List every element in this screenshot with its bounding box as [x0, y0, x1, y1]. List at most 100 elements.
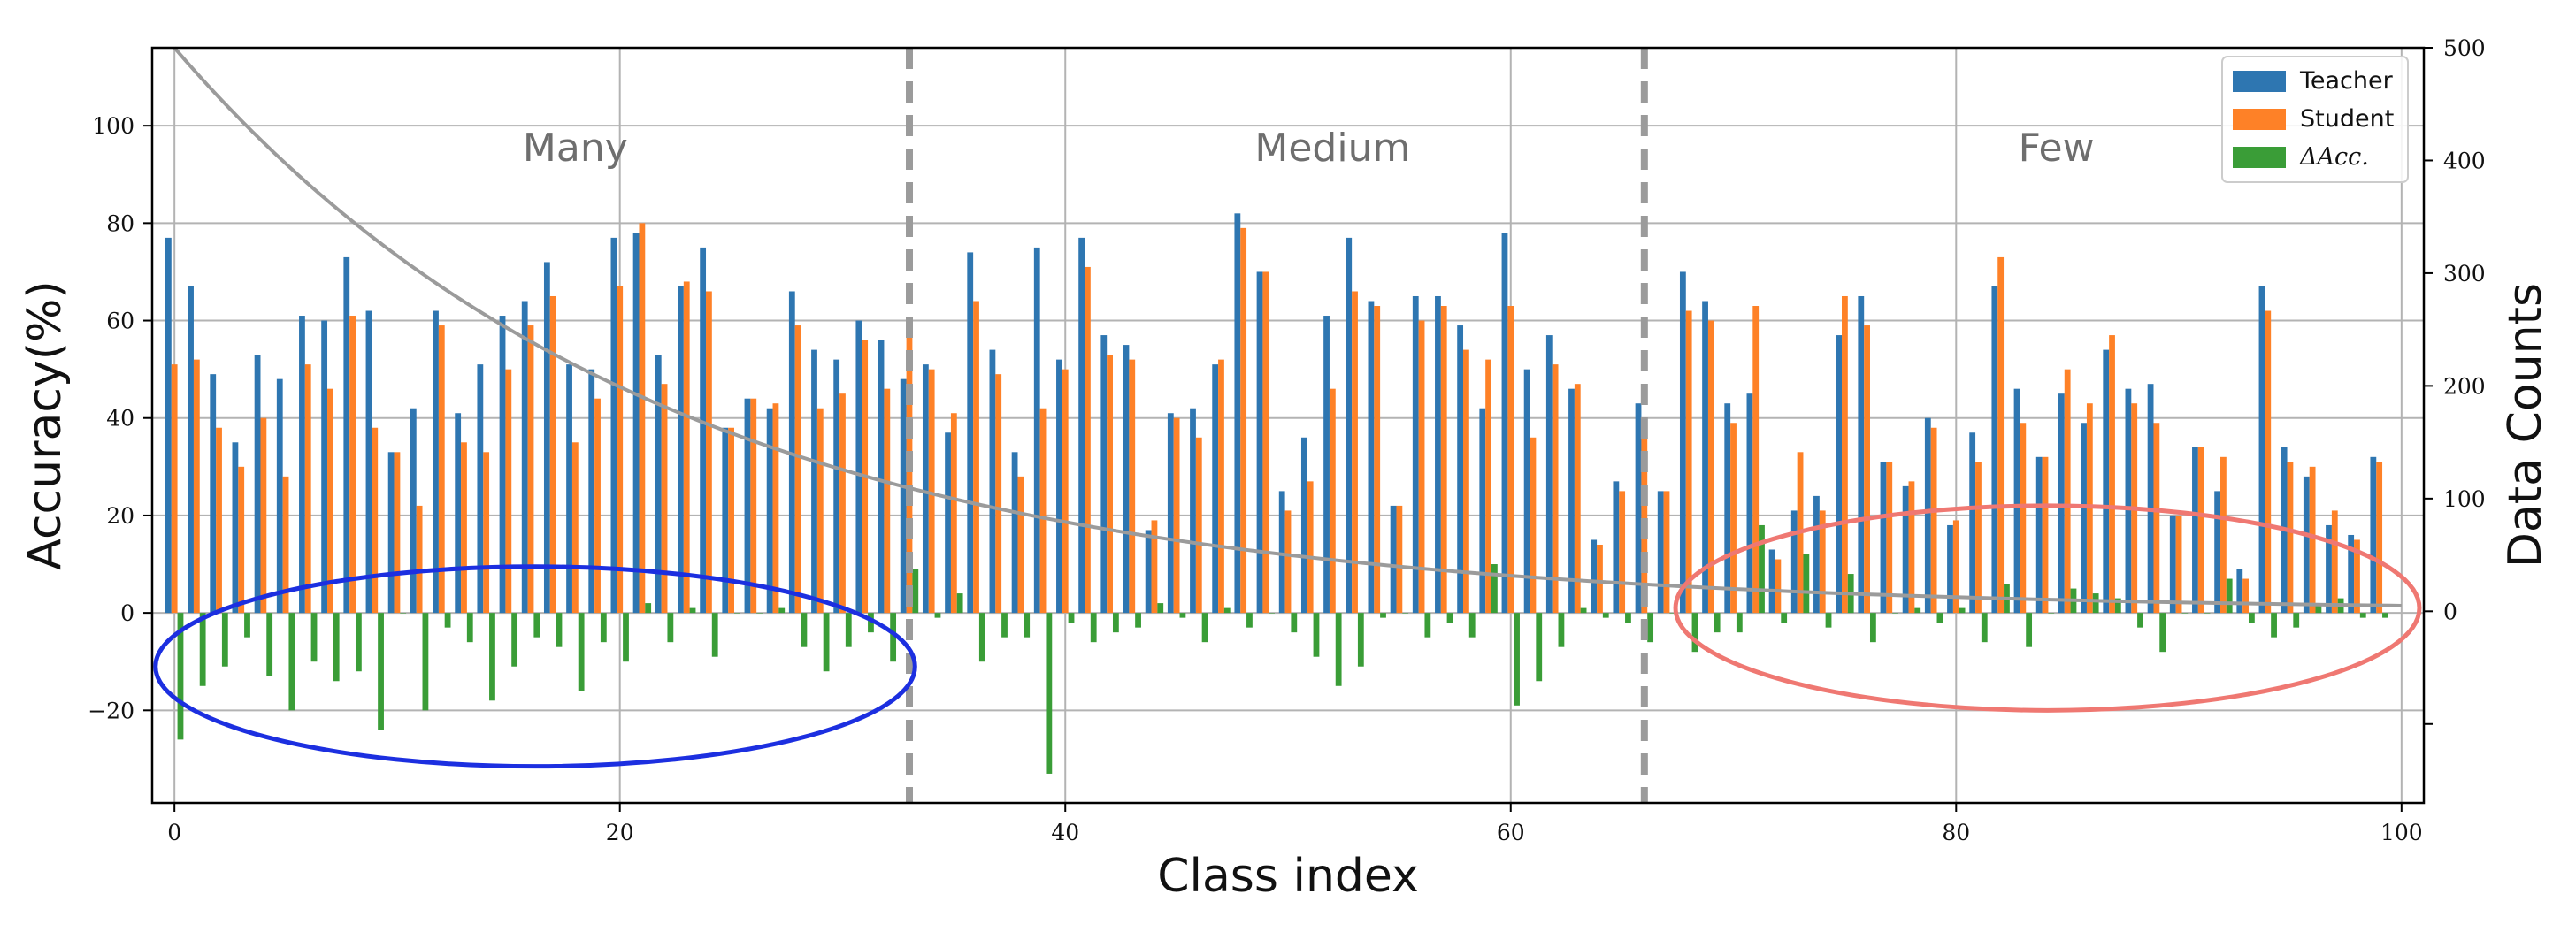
student-bar [527, 325, 534, 614]
teacher-bar [254, 355, 261, 614]
student-bar [438, 325, 445, 614]
delta-acc-bar [244, 613, 250, 638]
student-bar [571, 442, 579, 614]
teacher-bar [165, 237, 172, 614]
student-bar [1775, 559, 1782, 614]
delta-acc-bar [667, 613, 674, 643]
delta-acc-bar [2048, 613, 2055, 614]
delta-acc-bar [890, 613, 897, 662]
delta-acc-bar [1736, 613, 1743, 633]
delta-acc-bar [1514, 613, 1520, 706]
delta-acc-bar [1892, 613, 1898, 614]
teacher-bar [188, 286, 194, 614]
delta-acc-bar [934, 613, 941, 618]
teacher-bar [900, 378, 907, 614]
student-bar [1463, 349, 1469, 614]
teacher-bar [299, 316, 305, 614]
delta-acc-bar [2137, 613, 2143, 628]
delta-acc-bar [1558, 613, 1565, 647]
student-bar [1107, 355, 1113, 614]
teacher-bar [433, 310, 439, 614]
delta-acc-bar [2159, 613, 2166, 653]
teacher-bar [2326, 524, 2332, 614]
student-bar [1307, 481, 1314, 614]
teacher-bar [210, 374, 217, 614]
student-bar [2376, 462, 2383, 614]
delta-acc-bar [1625, 613, 1631, 623]
delta-acc-bar [2382, 613, 2388, 618]
teacher-bar [1679, 271, 1686, 614]
student-bar [661, 384, 668, 614]
teacher-bar [878, 340, 885, 614]
student-bar [594, 398, 601, 614]
student-bar [728, 427, 734, 614]
student-bar [1440, 306, 1447, 614]
student-bar [1195, 437, 1202, 614]
delta-acc-bar [1201, 613, 1208, 643]
delta-acc-bar [1223, 607, 1230, 614]
student-bar [327, 388, 334, 614]
delta-acc-bar [1135, 613, 1141, 628]
teacher-bar [678, 286, 684, 614]
teacher-bar [610, 237, 617, 614]
teacher-bar [232, 442, 239, 614]
student-bar [2242, 578, 2249, 614]
teacher-bar [543, 262, 550, 614]
teacher-bar [788, 291, 795, 614]
student-bar [683, 281, 690, 614]
teacher-bar [1657, 491, 1664, 614]
student-bar [1819, 510, 1826, 614]
teacher-bar [1123, 345, 1130, 614]
delta-acc-bar [823, 613, 830, 672]
delta-acc-bar [2293, 613, 2300, 628]
delta-acc-bar [1781, 613, 1788, 623]
teacher-bar [632, 233, 640, 614]
delta-acc-bar [1313, 613, 1320, 657]
teacher-bar [1501, 233, 1508, 614]
delta-acc-bar [1269, 613, 1276, 614]
student-bar [2064, 369, 2071, 614]
teacher-bar [2236, 569, 2243, 614]
highlight-ellipses [153, 503, 2422, 769]
student-bar [1574, 384, 1581, 614]
teacher-bar [2169, 515, 2176, 614]
teacher-bar [477, 364, 484, 614]
delta-acc-bar [1001, 613, 1008, 638]
delta-acc-bar [2359, 613, 2366, 618]
delta-acc-bar [1291, 613, 1298, 633]
delta-acc-bar [400, 613, 407, 614]
student-bar [1663, 491, 1670, 614]
teacher-bar [2370, 456, 2377, 614]
delta-acc-bar [600, 613, 607, 643]
delta-acc-bar [533, 613, 540, 638]
region-label-many: Many [523, 126, 628, 171]
teacher-bar [2036, 456, 2043, 614]
student-bar [372, 427, 379, 614]
teacher-bar [1323, 316, 1330, 614]
teacher-bar [1390, 505, 1397, 614]
student-bar [1752, 306, 1760, 614]
y-tick-label: 60 [106, 309, 134, 334]
data-count-curve [172, 46, 2402, 607]
delta-acc-bar [1602, 613, 1609, 618]
teacher-bar [2125, 388, 2132, 614]
delta-acc-bar [1157, 603, 1164, 614]
teacher-bar [1033, 247, 1040, 614]
teacher-bar [1234, 213, 1241, 614]
delta-acc-bar [912, 569, 919, 614]
teacher-bar [1457, 325, 1464, 614]
student-bar [1530, 437, 1537, 614]
student-bar [995, 374, 1002, 614]
student-bar [1284, 510, 1292, 614]
teacher-bar [811, 349, 817, 614]
delta-acc-bar [801, 613, 808, 647]
student-bar [617, 286, 624, 614]
delta-acc-bar [1959, 607, 1966, 614]
delta-acc-bar [1380, 613, 1386, 618]
student-bar [1597, 544, 1603, 614]
delta-acc-bar [422, 613, 429, 711]
teacher-bar [2214, 491, 2221, 614]
student-bar [706, 291, 712, 614]
legend-swatch-delta-acc [2233, 147, 2286, 168]
